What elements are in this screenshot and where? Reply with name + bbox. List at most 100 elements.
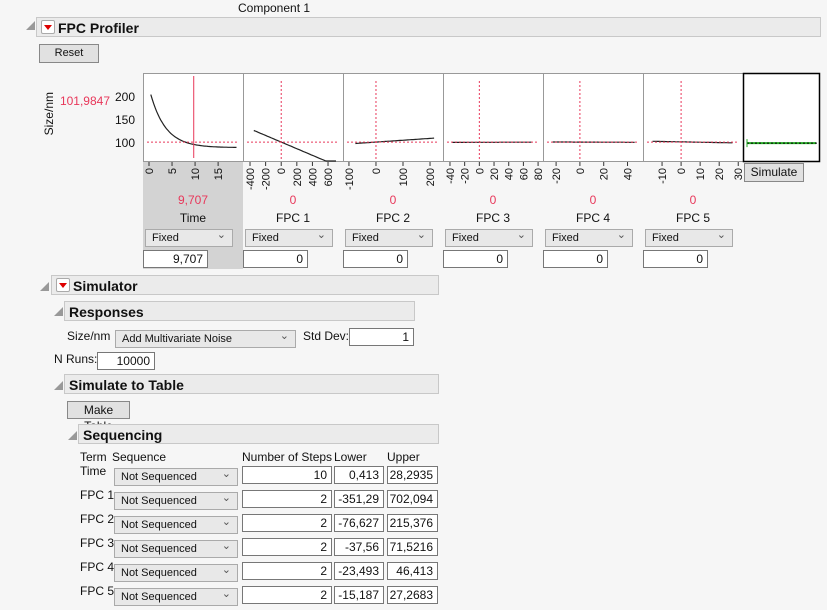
factor-value-input[interactable]: 0 — [243, 250, 308, 268]
row-lower-input[interactable]: -23,493 — [334, 562, 384, 580]
x-tick-label: 100 — [398, 168, 410, 186]
factor-value-input[interactable]: 0 — [543, 250, 608, 268]
x-tick-label: 20 — [489, 168, 501, 180]
simulator-header: Simulator — [51, 275, 439, 295]
factor-current-value: 0 — [489, 193, 497, 207]
red-triangle-menu-icon[interactable] — [56, 278, 70, 292]
row-sequence-select[interactable]: Not Sequenced — [114, 562, 238, 582]
row-lower-input[interactable]: -76,627 — [334, 514, 384, 532]
plot-panel — [643, 73, 744, 162]
x-tick-label: 10 — [190, 168, 202, 180]
row-sequence-select[interactable]: Not Sequenced — [114, 538, 238, 558]
y-current-value: 101,9847 — [59, 94, 110, 108]
row-sequence-select[interactable]: Not Sequenced — [114, 466, 238, 486]
row-upper-input[interactable]: 46,413 — [387, 562, 438, 580]
x-tick-label: -100 — [344, 168, 356, 190]
factor-mode-select[interactable]: Fixed — [145, 227, 233, 247]
profiler-plots: 0 5 10 15 -400 -200 0 200 400 600 -100 0 100 200 -40 -2… — [143, 72, 821, 190]
factor-mode-select[interactable]: Fixed — [445, 227, 533, 247]
row-steps-input[interactable]: 2 — [242, 586, 332, 604]
x-tick-label: 15 — [213, 168, 225, 180]
factor-value-input[interactable]: 0 — [643, 250, 708, 268]
sim-table-header: Simulate to Table — [64, 374, 439, 394]
plot-panel — [543, 73, 644, 162]
x-tick-label: 40 — [504, 168, 516, 180]
row-term: FPC 4 — [80, 560, 115, 574]
collapse-sim-table-icon[interactable] — [54, 381, 63, 390]
simulate-button[interactable]: Simulate — [744, 163, 804, 182]
row-steps-input[interactable]: 2 — [242, 538, 332, 556]
row-term: FPC 5 — [80, 584, 115, 598]
col-upper: Upper — [387, 450, 420, 464]
x-tick-label: 200 — [292, 168, 304, 186]
factor-mode-select[interactable]: Fixed — [545, 227, 633, 247]
row-sequence-select[interactable]: Not Sequenced — [114, 586, 238, 606]
row-term: FPC 1 — [80, 488, 115, 502]
factor-mode-select[interactable]: Fixed — [645, 227, 733, 247]
plot-panel — [443, 73, 544, 162]
x-tick-label: -200 — [261, 168, 273, 190]
row-lower-input[interactable]: -15,187 — [334, 586, 384, 604]
x-tick-label: 0 — [676, 168, 688, 174]
profiler-title: FPC Profiler — [58, 20, 139, 36]
y-tick-100: 100 — [115, 136, 136, 150]
factor-current-value: 0 — [689, 193, 697, 207]
col-steps: Number of Steps — [242, 450, 333, 464]
x-tick-label: 20 — [599, 168, 611, 180]
row-term: FPC 2 — [80, 512, 115, 526]
profile-curve — [253, 129, 336, 162]
row-sequence-select[interactable]: Not Sequenced — [114, 490, 238, 510]
row-lower-input[interactable]: 0,413 — [334, 466, 384, 484]
row-steps-input[interactable]: 10 — [242, 466, 332, 484]
row-steps-input[interactable]: 2 — [242, 490, 332, 508]
row-lower-input[interactable]: -351,29 — [334, 490, 384, 508]
n-runs-label: N Runs: — [54, 352, 98, 366]
col-term: Term — [80, 450, 107, 464]
x-tick-label: 60 — [518, 168, 530, 180]
factor-current-value: 0 — [289, 193, 297, 207]
factor-value-input[interactable]: 0 — [343, 250, 408, 268]
x-tick-label: -10 — [657, 168, 669, 184]
simulate-panel — [742, 72, 821, 163]
x-tick-label: 10 — [695, 168, 707, 180]
std-dev-label: Std Dev: — [303, 329, 350, 343]
row-upper-input[interactable]: 28,2935 — [387, 466, 438, 484]
row-upper-input[interactable]: 215,376 — [387, 514, 438, 532]
row-steps-input[interactable]: 2 — [242, 514, 332, 532]
row-sequence-select[interactable]: Not Sequenced — [114, 514, 238, 534]
x-tick-label: 5 — [167, 168, 179, 174]
collapse-responses-icon[interactable] — [54, 307, 63, 316]
factor-mode-select[interactable]: Fixed — [245, 227, 333, 247]
row-lower-input[interactable]: -37,56 — [334, 538, 384, 556]
row-upper-input[interactable]: 27,2683 — [387, 586, 438, 604]
x-tick-label: 0 — [144, 168, 156, 174]
x-tick-label: -400 — [245, 168, 257, 190]
collapse-profiler-icon[interactable] — [26, 21, 35, 30]
factor-current-value: 0 — [589, 193, 597, 207]
y-tick-200: 200 — [115, 90, 136, 104]
factor-value-input[interactable]: 0 — [443, 250, 508, 268]
row-upper-input[interactable]: 702,094 — [387, 490, 438, 508]
y-tick-150: 150 — [115, 113, 136, 127]
factor-mode-select[interactable]: Fixed — [345, 227, 433, 247]
red-triangle-menu-icon[interactable] — [41, 20, 55, 34]
top-label: Component 1 — [238, 1, 311, 15]
responses-header: Responses — [64, 301, 415, 321]
collapse-sequencing-icon[interactable] — [68, 431, 77, 440]
col-sequence: Sequence — [112, 450, 167, 464]
noise-select[interactable]: Add Multivariate Noise — [115, 328, 296, 348]
row-upper-input[interactable]: 71,5216 — [387, 538, 438, 556]
simulator-title: Simulator — [73, 278, 138, 294]
n-runs-input[interactable]: 10000 — [97, 352, 155, 370]
make-table-button[interactable]: Make Table — [67, 401, 130, 433]
x-tick-label: 40 — [623, 168, 635, 180]
y-axis-label: Size/nm — [42, 92, 56, 136]
x-tick-label: -20 — [460, 168, 472, 184]
factor-name: Time — [179, 211, 207, 225]
row-steps-input[interactable]: 2 — [242, 562, 332, 580]
reset-button[interactable]: Reset — [39, 44, 99, 63]
factor-current-value: 9,707 — [177, 193, 209, 207]
collapse-simulator-icon[interactable] — [40, 282, 49, 291]
factor-value-input[interactable]: 9,707 — [143, 250, 208, 268]
std-dev-input[interactable]: 1 — [349, 328, 414, 346]
